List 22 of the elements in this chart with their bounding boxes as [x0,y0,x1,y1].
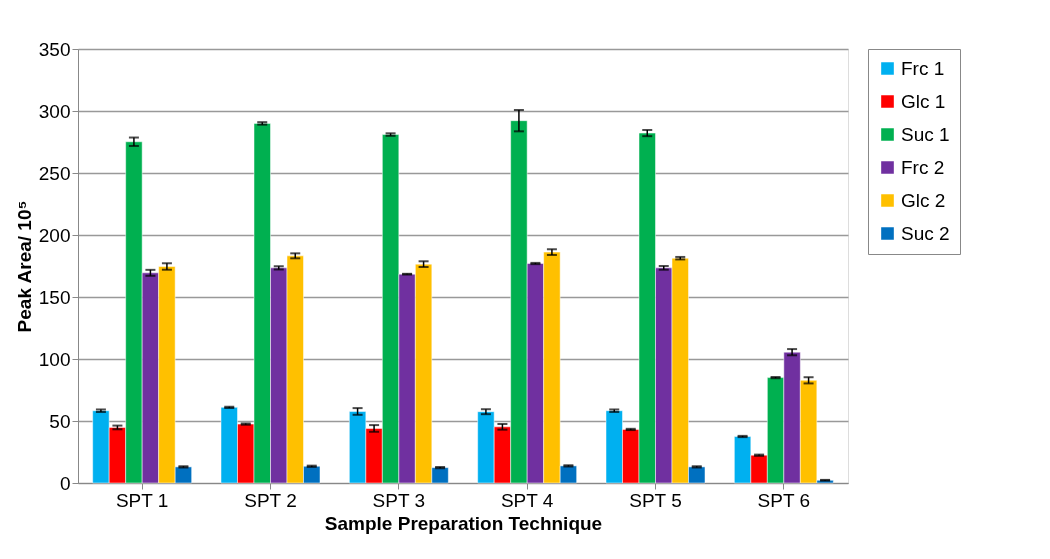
legend-label: Frc 2 [901,156,945,178]
x-tick-label: SPT 1 [115,489,169,511]
legend-label: Frc 1 [901,57,945,79]
y-tick-label: 150 [38,286,71,308]
y-tick-label: 250 [38,162,71,184]
x-tick-label: SPT 5 [629,489,682,511]
x-tick-label: SPT 2 [244,489,297,511]
x-tick-label: SPT 6 [757,489,811,511]
legend-label: Suc 2 [901,222,950,244]
y-tick-label: 100 [38,348,71,370]
y-axis-title: Peak Area/ 10⁵ [13,200,35,333]
y-tick-label: 200 [38,224,71,246]
x-axis-title: Sample Preparation Technique [324,512,603,534]
x-tick-label: SPT 3 [372,489,426,511]
legend-label: Glc 1 [901,90,946,112]
y-tick-label: 300 [38,100,71,122]
legend-label: Glc 2 [901,189,946,211]
x-tick-label: SPT 4 [500,489,554,511]
y-tick-label: 0 [59,472,71,494]
y-tick-label: 50 [49,410,71,432]
legend-label: Suc 1 [901,123,950,145]
y-tick-label: 350 [38,38,71,60]
